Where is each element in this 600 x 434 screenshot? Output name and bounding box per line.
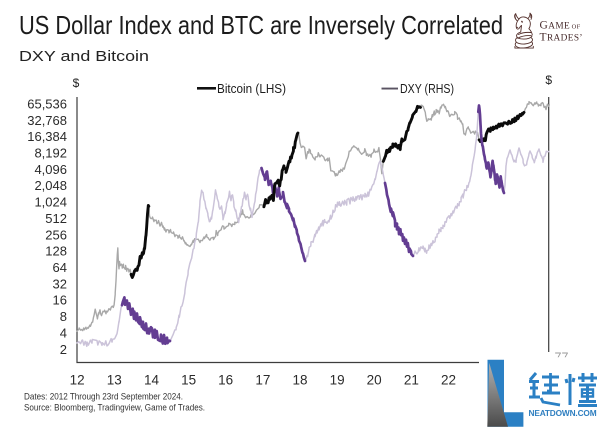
svg-text:256: 256 [45, 227, 67, 242]
svg-text:2,048: 2,048 [34, 178, 67, 193]
svg-text:NEATDOWN.COM: NEATDOWN.COM [529, 408, 598, 418]
svg-text:DXY and Bitcoin: DXY and Bitcoin [19, 48, 149, 65]
svg-text:21: 21 [404, 373, 419, 388]
svg-text:14: 14 [144, 373, 160, 388]
svg-text:8,192: 8,192 [34, 146, 67, 161]
svg-text:16: 16 [53, 293, 67, 308]
svg-text:Source: Bloomberg, Tradingview: Source: Bloomberg, Tradingview, Game of … [24, 403, 205, 413]
svg-text:TRADES’: TRADES’ [540, 32, 583, 44]
svg-text:US Dollar Index and BTC are In: US Dollar Index and BTC are Inversely Co… [19, 10, 503, 40]
svg-text:2: 2 [60, 342, 67, 357]
svg-text:16: 16 [218, 373, 233, 388]
svg-text:15: 15 [181, 373, 196, 388]
svg-text:22: 22 [441, 373, 456, 388]
svg-text:Dates: 2012 Through 23rd Septe: Dates: 2012 Through 23rd September 2024. [24, 392, 183, 402]
svg-text:77: 77 [555, 351, 569, 365]
svg-text:16,384: 16,384 [27, 129, 67, 144]
svg-text:18: 18 [292, 373, 307, 388]
svg-text:4,096: 4,096 [34, 162, 67, 177]
svg-text:$: $ [545, 73, 552, 87]
svg-text:$: $ [73, 76, 80, 90]
svg-text:512: 512 [45, 211, 67, 226]
svg-text:Bitcoin (LHS): Bitcoin (LHS) [217, 81, 286, 96]
svg-text:4: 4 [60, 325, 67, 340]
svg-text:12: 12 [70, 373, 85, 388]
svg-text:20: 20 [367, 373, 382, 388]
svg-text:DXY (RHS): DXY (RHS) [400, 81, 454, 96]
svg-text:64: 64 [53, 260, 67, 275]
svg-text:13: 13 [107, 373, 122, 388]
svg-text:17: 17 [255, 373, 270, 388]
svg-text:32: 32 [53, 276, 67, 291]
svg-text:1,024: 1,024 [34, 195, 67, 210]
svg-text:8: 8 [60, 309, 67, 324]
svg-text:65,536: 65,536 [27, 97, 67, 112]
svg-text:19: 19 [330, 373, 345, 388]
svg-text:128: 128 [45, 244, 67, 259]
svg-text:32,768: 32,768 [27, 113, 67, 128]
